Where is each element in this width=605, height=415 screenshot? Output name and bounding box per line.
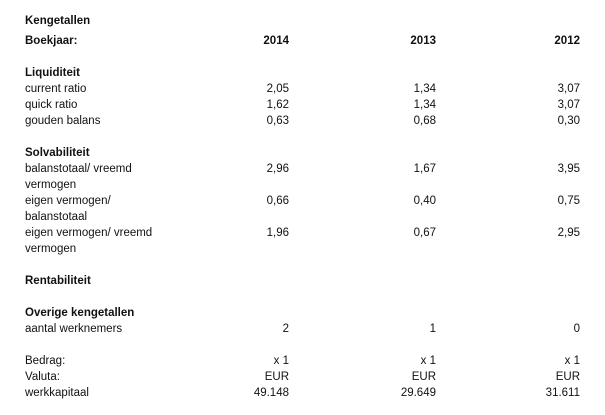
value-cell: 0,63 [266,115,289,127]
value-cell: 31.611 [545,387,580,399]
value-cell: 1,67 [413,163,436,175]
title: Kengetallen [25,15,91,27]
value-cell: 49.148 [253,387,289,399]
row-label: balanstotaal/ vreemd vermogen [25,163,132,191]
value-cell: 0,30 [557,115,580,127]
value-cell: 0,75 [557,195,580,207]
value-cell: 0,40 [413,195,436,207]
row-label: gouden balans [25,115,101,127]
header-label: Boekjaar: [25,35,78,47]
value-cell: EUR [555,371,580,383]
row-label: current ratio [25,83,87,95]
value-cell: EUR [411,371,436,383]
value-cell: 2,95 [557,227,580,239]
value-cell: 2,96 [266,163,289,175]
value-cell: 2 [282,323,289,335]
section-title: Liquiditeit [25,67,80,79]
value-cell: x 1 [564,355,580,367]
value-cell: 1,62 [266,99,289,111]
row-label: eigen vermogen/ balanstotaal [25,195,111,223]
value-cell: 1,96 [266,227,289,239]
row-label: werkkapitaal [25,387,89,399]
value-cell: 1 [429,323,436,335]
value-cell: 3,95 [557,163,580,175]
value-cell: 3,07 [557,99,580,111]
row-label: eigen vermogen/ vreemd vermogen [25,227,153,255]
section-title: Overige kengetallen [25,307,135,319]
year-header: 2013 [410,35,436,47]
value-cell: 0,67 [413,227,436,239]
row-label: Bedrag: [25,355,66,367]
value-cell: 0,66 [266,195,289,207]
section-title: Rentabiliteit [25,275,91,287]
value-cell: 0 [573,323,580,335]
value-cell: 1,34 [413,83,436,95]
value-cell: 3,07 [557,83,580,95]
value-cell: EUR [264,371,289,383]
row-label: Valuta: [25,371,60,383]
year-header: 2012 [554,35,580,47]
value-cell: 29.649 [400,387,436,399]
year-header: 2014 [263,35,289,47]
value-cell: x 1 [273,355,289,367]
value-cell: 0,68 [413,115,436,127]
value-cell: 2,05 [266,83,289,95]
section-title: Solvabiliteit [25,147,90,159]
row-label: quick ratio [25,99,78,111]
value-cell: x 1 [420,355,436,367]
value-cell: 1,34 [413,99,436,111]
row-label: aantal werknemers [25,323,123,335]
